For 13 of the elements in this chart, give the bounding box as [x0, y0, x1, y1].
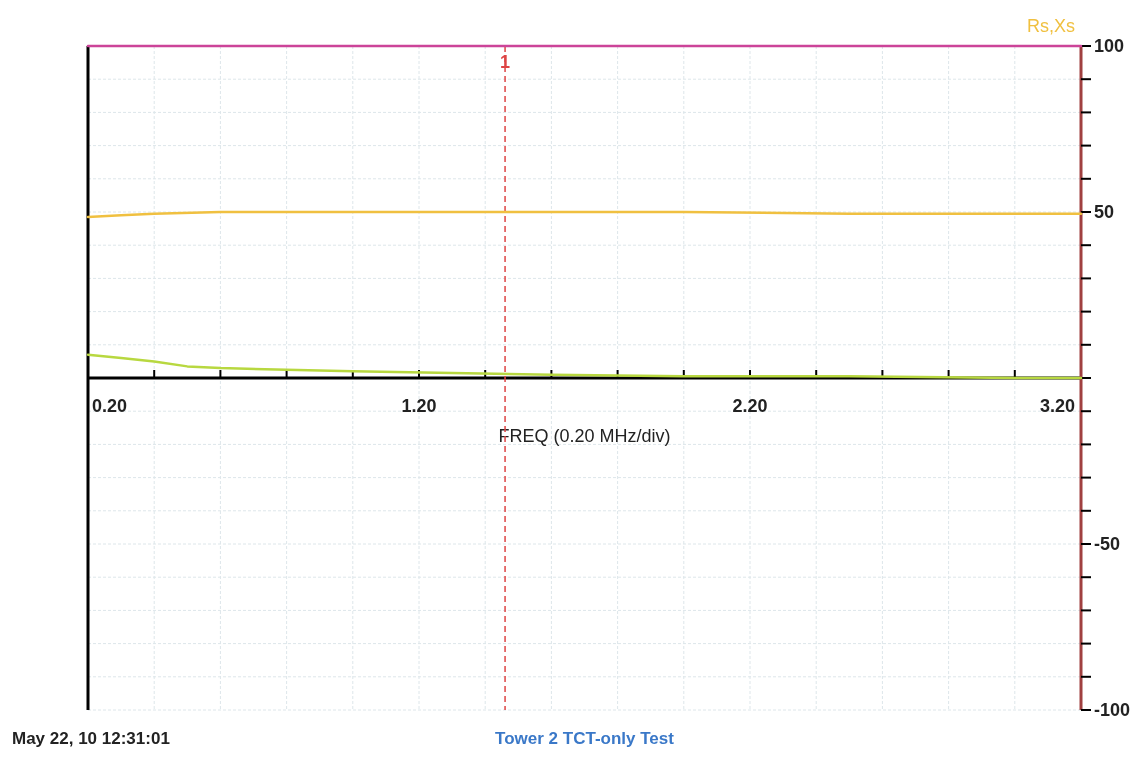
y-tick-label: 50: [1094, 202, 1115, 222]
ref-line-label: 1: [500, 52, 511, 72]
text: 0.20: [92, 396, 128, 416]
x-tick-label: 2.20: [732, 396, 768, 416]
y-tick-label: 100: [1094, 36, 1125, 56]
y-tick-label: -100: [1094, 700, 1131, 720]
x-axis-title: FREQ (0.20 MHz/div): [498, 426, 671, 446]
y-tick-label: -50: [1094, 534, 1121, 554]
text: May 22, 10 12:31:01: [12, 729, 170, 748]
x-tick-label: 1.20: [401, 396, 437, 416]
x-tick-label: 3.20: [1039, 396, 1075, 416]
text: Tower 2 TCT-only Test: [495, 729, 675, 748]
y-axis-title: Rs,Xs: [1026, 16, 1075, 36]
